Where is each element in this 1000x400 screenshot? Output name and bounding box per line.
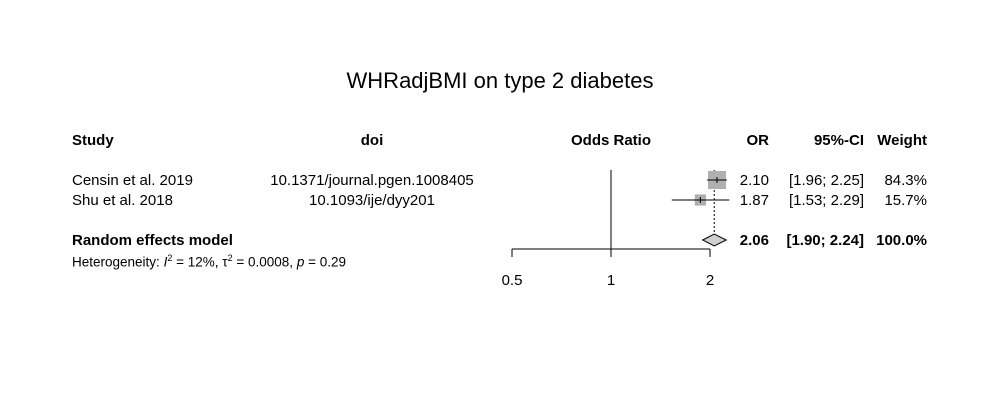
- summary-or: 2.06: [739, 232, 769, 249]
- row-doi: 10.1093/ije/dyy201: [309, 192, 435, 209]
- row-ci: [1.53; 2.29]: [788, 192, 864, 209]
- row-ci: [1.96; 2.25]: [788, 172, 864, 189]
- het-p-symbol: p: [296, 254, 305, 270]
- summary-label: Random effects model: [72, 232, 233, 249]
- summary-weight: 100.0%: [876, 232, 927, 249]
- het-tau-symbol: τ: [222, 254, 228, 270]
- row-weight: 84.3%: [884, 172, 927, 189]
- header-odds-ratio: Odds Ratio: [570, 132, 652, 149]
- x-tick-label: 0.5: [501, 272, 523, 289]
- het-i-symbol: I: [163, 254, 168, 270]
- row-weight: 15.7%: [884, 192, 927, 209]
- het-tau-value: = 0.0008,: [232, 254, 297, 270]
- row-study-name: Shu et al. 2018: [72, 192, 173, 209]
- het-prefix: Heterogeneity:: [72, 254, 164, 270]
- pooled-diamond: [701, 233, 728, 247]
- row-or: 2.10: [739, 172, 769, 189]
- header-doi: doi: [360, 132, 384, 149]
- het-p-value: = 0.29: [304, 254, 346, 270]
- header-weight: Weight: [877, 132, 927, 149]
- het-superscript: 2: [167, 253, 173, 263]
- header-or: OR: [746, 132, 770, 149]
- header-ci: 95%-CI: [813, 132, 864, 149]
- x-tick-label: 1: [606, 272, 616, 289]
- row-or: 1.87: [739, 192, 769, 209]
- heterogeneity-stats: Heterogeneity: I2 = 12%, τ2 = 0.0008, p …: [72, 253, 346, 270]
- het-i-value: = 12%,: [172, 254, 223, 270]
- row-doi: 10.1371/journal.pgen.1008405: [270, 172, 474, 189]
- x-tick-label: 2: [705, 272, 715, 289]
- header-study: Study: [72, 132, 114, 149]
- chart-title: WHRadjBMI on type 2 diabetes: [346, 68, 654, 93]
- summary-ci: [1.90; 2.24]: [786, 232, 864, 249]
- row-study-name: Censin et al. 2019: [72, 172, 193, 189]
- het-superscript: 2: [227, 253, 233, 263]
